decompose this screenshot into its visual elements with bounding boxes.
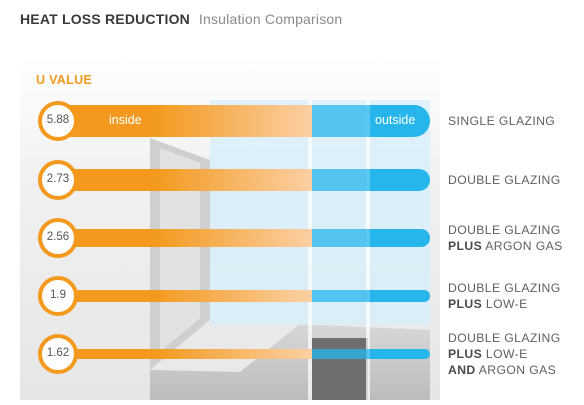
chart-subtitle: Insulation Comparison bbox=[198, 11, 343, 27]
bar-outside-cap-0 bbox=[398, 105, 430, 137]
bar-inside-2 bbox=[58, 229, 312, 247]
bar-outside-cap-2 bbox=[412, 229, 430, 247]
value-label-1: 2.73 bbox=[46, 173, 70, 185]
value-circle-4 bbox=[38, 334, 78, 374]
bar-outside-cap-4 bbox=[420, 349, 430, 359]
outside-label: outside bbox=[375, 113, 416, 127]
frame-block bbox=[312, 338, 368, 400]
bar-inside-3 bbox=[58, 290, 312, 302]
window-divider-right bbox=[366, 100, 370, 400]
category-label-0: SINGLE GLAZING bbox=[448, 114, 556, 128]
inside-label: inside bbox=[109, 113, 142, 127]
bar-glass-3 bbox=[312, 290, 370, 302]
category-label-2: DOUBLE GLAZING PLUS ARGON GAS bbox=[448, 223, 563, 253]
bar-inside-1 bbox=[58, 169, 312, 191]
value-circle-2 bbox=[38, 218, 78, 258]
value-circle-0 bbox=[38, 101, 78, 141]
value-label-4: 1.62 bbox=[46, 347, 70, 359]
bar-outside-cap-1 bbox=[408, 169, 430, 191]
value-circle-1 bbox=[38, 160, 78, 200]
value-label-0: 5.88 bbox=[46, 114, 70, 126]
bar-inside-0 bbox=[58, 105, 312, 137]
bar-outside-1 bbox=[370, 169, 419, 191]
category-label-3: DOUBLE GLAZING PLUS LOW-E bbox=[448, 281, 561, 311]
bar-glass-4 bbox=[312, 349, 370, 359]
bar-outside-cap-3 bbox=[418, 290, 430, 302]
bar-glass-1 bbox=[312, 169, 370, 191]
bar-inside-4 bbox=[58, 349, 312, 359]
category-label-4: DOUBLE GLAZING PLUS LOW-E AND ARGON GAS bbox=[448, 331, 561, 377]
value-label-2: 2.56 bbox=[46, 231, 70, 243]
bar-glass-2 bbox=[312, 229, 370, 247]
bar-glass-0 bbox=[312, 105, 370, 137]
y-axis-label: U VALUE bbox=[36, 73, 93, 87]
chart-title: HEAT LOSS REDUCTION bbox=[20, 11, 190, 27]
category-label-1: DOUBLE GLAZING bbox=[448, 173, 561, 187]
glass-pane bbox=[210, 100, 430, 325]
bar-outside-3 bbox=[370, 290, 424, 302]
value-circle-3 bbox=[38, 276, 78, 316]
chart-header: HEAT LOSS REDUCTION Insulation Compariso… bbox=[20, 11, 342, 27]
value-label-3: 1.9 bbox=[50, 289, 66, 301]
window-divider-left bbox=[308, 100, 312, 400]
bar-outside-2 bbox=[370, 229, 421, 247]
bars-group bbox=[38, 101, 430, 374]
bar-outside-4 bbox=[370, 349, 425, 359]
